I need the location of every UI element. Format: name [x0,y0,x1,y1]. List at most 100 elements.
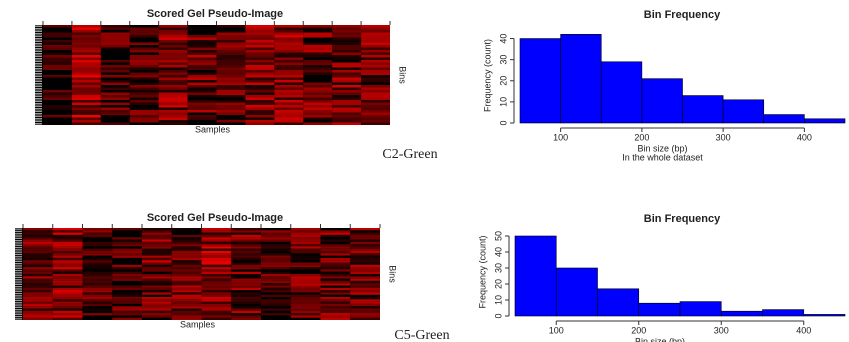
heatmap-cell [202,256,232,258]
heatmap-cell [303,45,332,48]
heatmap-cell [112,276,142,278]
lane-marker [35,96,42,98]
heatmap-cell [188,115,217,118]
heatmap-cell [101,65,130,68]
bar [680,302,721,316]
heatmap-cell [159,38,188,41]
heatmap-cell [23,288,53,290]
lane-marker [35,81,42,83]
heatmap-cell [23,299,53,301]
heatmap-cell [350,256,380,258]
heatmap-cell [188,75,217,78]
heatmap-cell [332,40,361,43]
heatmap-cell [142,233,172,235]
heatmap-cell [303,118,332,121]
heatmap-cell [361,63,390,66]
heatmap-cell [303,33,332,36]
heatmap-cell [130,30,159,33]
lane-marker [15,265,22,266]
heatmap-cell [361,48,390,51]
heatmap-cell [23,253,53,255]
heatmap-cell [188,110,217,113]
heatmap-cell [72,53,101,56]
heatmap-cell [217,85,246,88]
page: C2-Green C5-Green Scored Gel Pseudo-Imag… [0,0,849,342]
heatmap-cell [101,123,130,126]
heatmap-cell [350,235,380,237]
heatmap-cell [303,85,332,88]
heatmap-cell [217,78,246,81]
heatmap-cell [72,33,101,36]
heatmap-cell [53,315,83,317]
heatmap-cell [130,88,159,91]
heatmap-cell [23,256,53,258]
heatmap-cell [83,302,113,304]
heatmap-cell [53,279,83,281]
heatmap-cell [130,28,159,31]
lane-marker [35,31,42,33]
heatmap-cell [291,306,321,308]
heatmap-cell [202,283,232,285]
heatmap-cell [53,299,83,301]
heatmap-cell [202,292,232,294]
heatmap-cell [332,78,361,81]
heatmap-cell [274,105,303,108]
heatmap-cell [83,313,113,315]
lane-marker [15,233,22,234]
heatmap-cell [245,43,274,46]
heatmap-cell [217,68,246,71]
heatmap-cell [231,302,261,304]
heatmap-cell [23,313,53,315]
heatmap-cell [245,90,274,93]
heatmap-cell [217,95,246,98]
heatmap-cell [72,83,101,86]
heatmap-cell [23,286,53,288]
heatmap-cell [159,63,188,66]
heatmap-cell [321,240,351,242]
heatmap-cell [303,123,332,126]
heatmap-cell [332,95,361,98]
heatmap-cell [72,58,101,61]
heatmap-cell [83,279,113,281]
heatmap-cell [361,25,390,28]
heatmap-cell [101,115,130,118]
heatmap-cell [245,118,274,121]
lane-marker [35,51,42,53]
heatmap-cell [303,88,332,91]
lane-marker [35,26,42,28]
heatmap-cell [188,63,217,66]
heatmap-cell [274,103,303,106]
heatmap-cell [43,55,72,58]
heatmap-cell [130,63,159,66]
heatmap-cell [350,249,380,251]
heatmap-cell [332,108,361,111]
heatmap-cell [130,58,159,61]
heatmap-cell [245,63,274,66]
heatmap-cell [332,45,361,48]
heatmap-cell [350,246,380,248]
x-tick-label: 400 [797,132,812,142]
chart-title: Bin Frequency [644,213,721,225]
heatmap-cell [350,286,380,288]
heatmap-cell [159,75,188,78]
heatmap-cell [245,113,274,116]
heatmap-cell [261,246,291,248]
heatmap-cell [72,85,101,88]
heatmap-cell [332,110,361,113]
heatmap-cell [112,309,142,311]
heatmap-cell [231,272,261,274]
heatmap-cell [53,306,83,308]
heatmap-cell [321,306,351,308]
heatmap-cell [217,70,246,73]
heatmap-cell [101,80,130,83]
heatmap-cell [83,251,113,253]
heatmap-cell [231,230,261,232]
heatmap-cell [350,292,380,294]
heatmap-cell [112,251,142,253]
heatmap-cell [23,295,53,297]
heatmap-cell [142,269,172,271]
heatmap-cell [112,272,142,274]
bar [721,311,762,316]
lane-marker [35,98,42,100]
heatmap-cell [142,279,172,281]
